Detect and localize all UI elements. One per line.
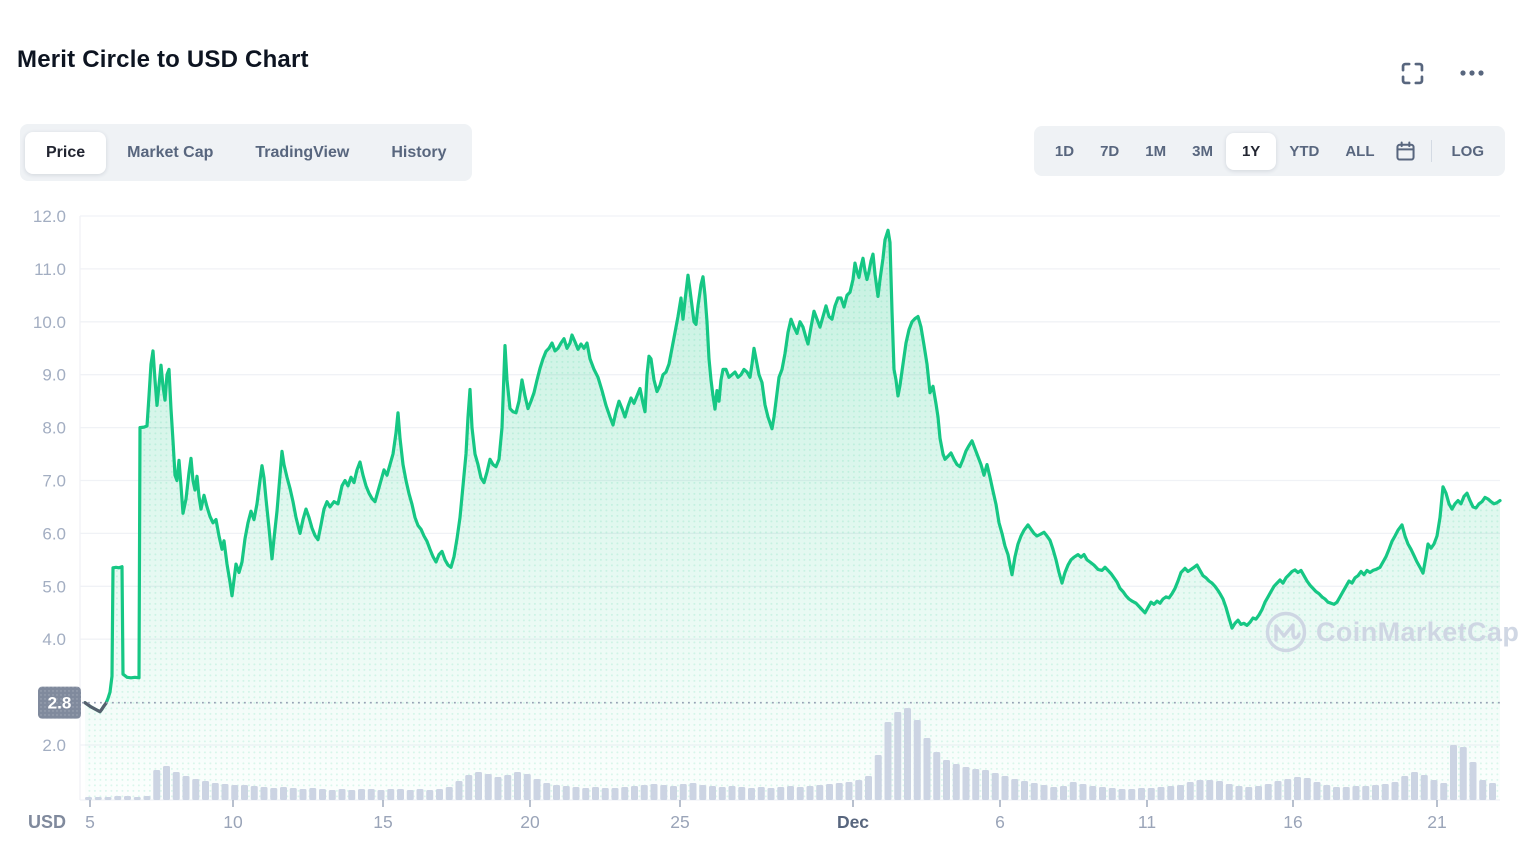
y-tick-label: 11.0	[34, 260, 66, 279]
range-button-ytd[interactable]: YTD	[1276, 133, 1332, 170]
x-tick-label: 6	[995, 812, 1005, 832]
y-tick-label: 12.0	[33, 207, 66, 226]
currency-label: USD	[28, 812, 66, 832]
watermark-text: CoinMarketCap	[1316, 617, 1519, 647]
range-button-3m[interactable]: 3M	[1179, 133, 1226, 170]
range-button-1y[interactable]: 1Y	[1225, 132, 1277, 170]
fullscreen-icon	[1401, 62, 1423, 84]
view-tabs: Price Market Cap TradingView History	[20, 124, 473, 181]
y-tick-label: 8.0	[42, 419, 66, 438]
range-controls: 1D 7D 1M 3M 1Y YTD ALL LOG	[1033, 126, 1505, 176]
x-tick-label: 5	[85, 812, 95, 832]
y-tick-label: 5.0	[42, 577, 66, 596]
range-button-1d[interactable]: 1D	[1042, 133, 1087, 170]
y-tick-label: 6.0	[42, 524, 66, 543]
range-divider	[1430, 140, 1432, 162]
y-tick-label: 7.0	[42, 472, 66, 491]
x-tick-label: 21	[1427, 812, 1446, 832]
price-line	[83, 228, 1502, 714]
volume-bars	[85, 708, 1496, 800]
x-tick-label: 15	[373, 812, 392, 832]
coinmarketcap-watermark: CoinMarketCap	[1265, 611, 1519, 653]
log-scale-button[interactable]: LOG	[1439, 133, 1498, 170]
x-tick-label: 11	[1138, 812, 1156, 832]
x-tick-label: Dec	[837, 812, 869, 832]
y-axis-labels: 12.0 11.0 10.0 9.0 8.0 7.0 6.0 5.0 4.0 2.0	[33, 207, 66, 755]
range-button-7d[interactable]: 7D	[1087, 133, 1132, 170]
header-actions	[1394, 56, 1490, 90]
x-tick-label: 20	[520, 812, 540, 832]
range-button-all[interactable]: ALL	[1332, 133, 1387, 170]
tab-history[interactable]: History	[370, 132, 467, 174]
ellipsis-icon	[1460, 70, 1484, 76]
price-line-below-open	[83, 701, 108, 714]
page-title: Merit Circle to USD Chart	[17, 46, 309, 73]
y-tick-label: 2.0	[42, 736, 66, 755]
calendar-icon	[1396, 140, 1415, 161]
current-price-label: 2.8	[48, 694, 72, 713]
more-options-button[interactable]	[1454, 56, 1490, 90]
y-tick-label: 9.0	[42, 366, 66, 385]
x-tick-label: 10	[223, 812, 243, 832]
x-tick-label: 16	[1283, 812, 1302, 832]
tab-price[interactable]: Price	[25, 131, 107, 174]
x-tick-label: 25	[670, 812, 689, 832]
price-area-texture	[85, 230, 1500, 801]
tab-tradingview[interactable]: TradingView	[234, 132, 370, 174]
fullscreen-button[interactable]	[1394, 56, 1430, 90]
calendar-button[interactable]	[1388, 134, 1424, 168]
y-tick-label: 10.0	[33, 313, 66, 332]
coinmarketcap-logo	[1265, 611, 1307, 653]
range-button-1m[interactable]: 1M	[1132, 133, 1179, 170]
tab-market-cap[interactable]: Market Cap	[106, 132, 234, 174]
y-tick-label: 4.0	[42, 630, 66, 649]
x-axis: 5 10 15 20 25 Dec 6 11 16 21 USD	[28, 800, 1447, 832]
price-chart[interactable]: 12.0 11.0 10.0 9.0 8.0 7.0 6.0 5.0 4.0 2.0 5 10 15 20…	[0, 190, 1530, 841]
current-price-badge: 2.8	[38, 686, 81, 719]
